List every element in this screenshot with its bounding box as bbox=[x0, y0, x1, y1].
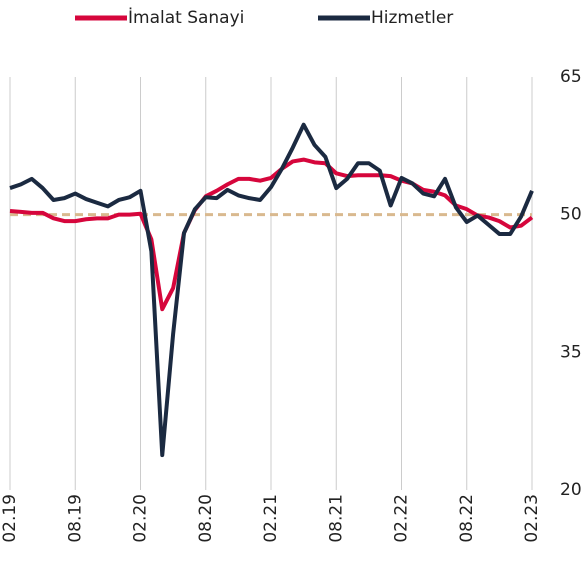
series-line bbox=[9, 157, 534, 312]
x-tick-label: 02.22 bbox=[392, 494, 412, 543]
y-tick-label: 20 bbox=[560, 480, 582, 500]
legend-label: Hizmetler bbox=[371, 8, 453, 28]
series-line bbox=[9, 122, 534, 458]
x-tick-label: 08.20 bbox=[196, 494, 216, 543]
x-tick-label: 08.19 bbox=[65, 494, 85, 543]
x-tick-label: 08.21 bbox=[326, 494, 346, 543]
y-tick-label: 50 bbox=[560, 205, 582, 225]
legend-label: İmalat Sanayi bbox=[128, 7, 244, 28]
x-tick-label: 08.22 bbox=[457, 494, 477, 543]
y-tick-label: 35 bbox=[560, 342, 582, 362]
y-tick-label: 65 bbox=[560, 67, 582, 87]
x-tick-label: 02.19 bbox=[0, 494, 20, 543]
x-tick-label: 02.21 bbox=[261, 494, 281, 543]
x-tick-label: 02.23 bbox=[522, 494, 542, 543]
x-tick-label: 02.20 bbox=[131, 494, 151, 543]
